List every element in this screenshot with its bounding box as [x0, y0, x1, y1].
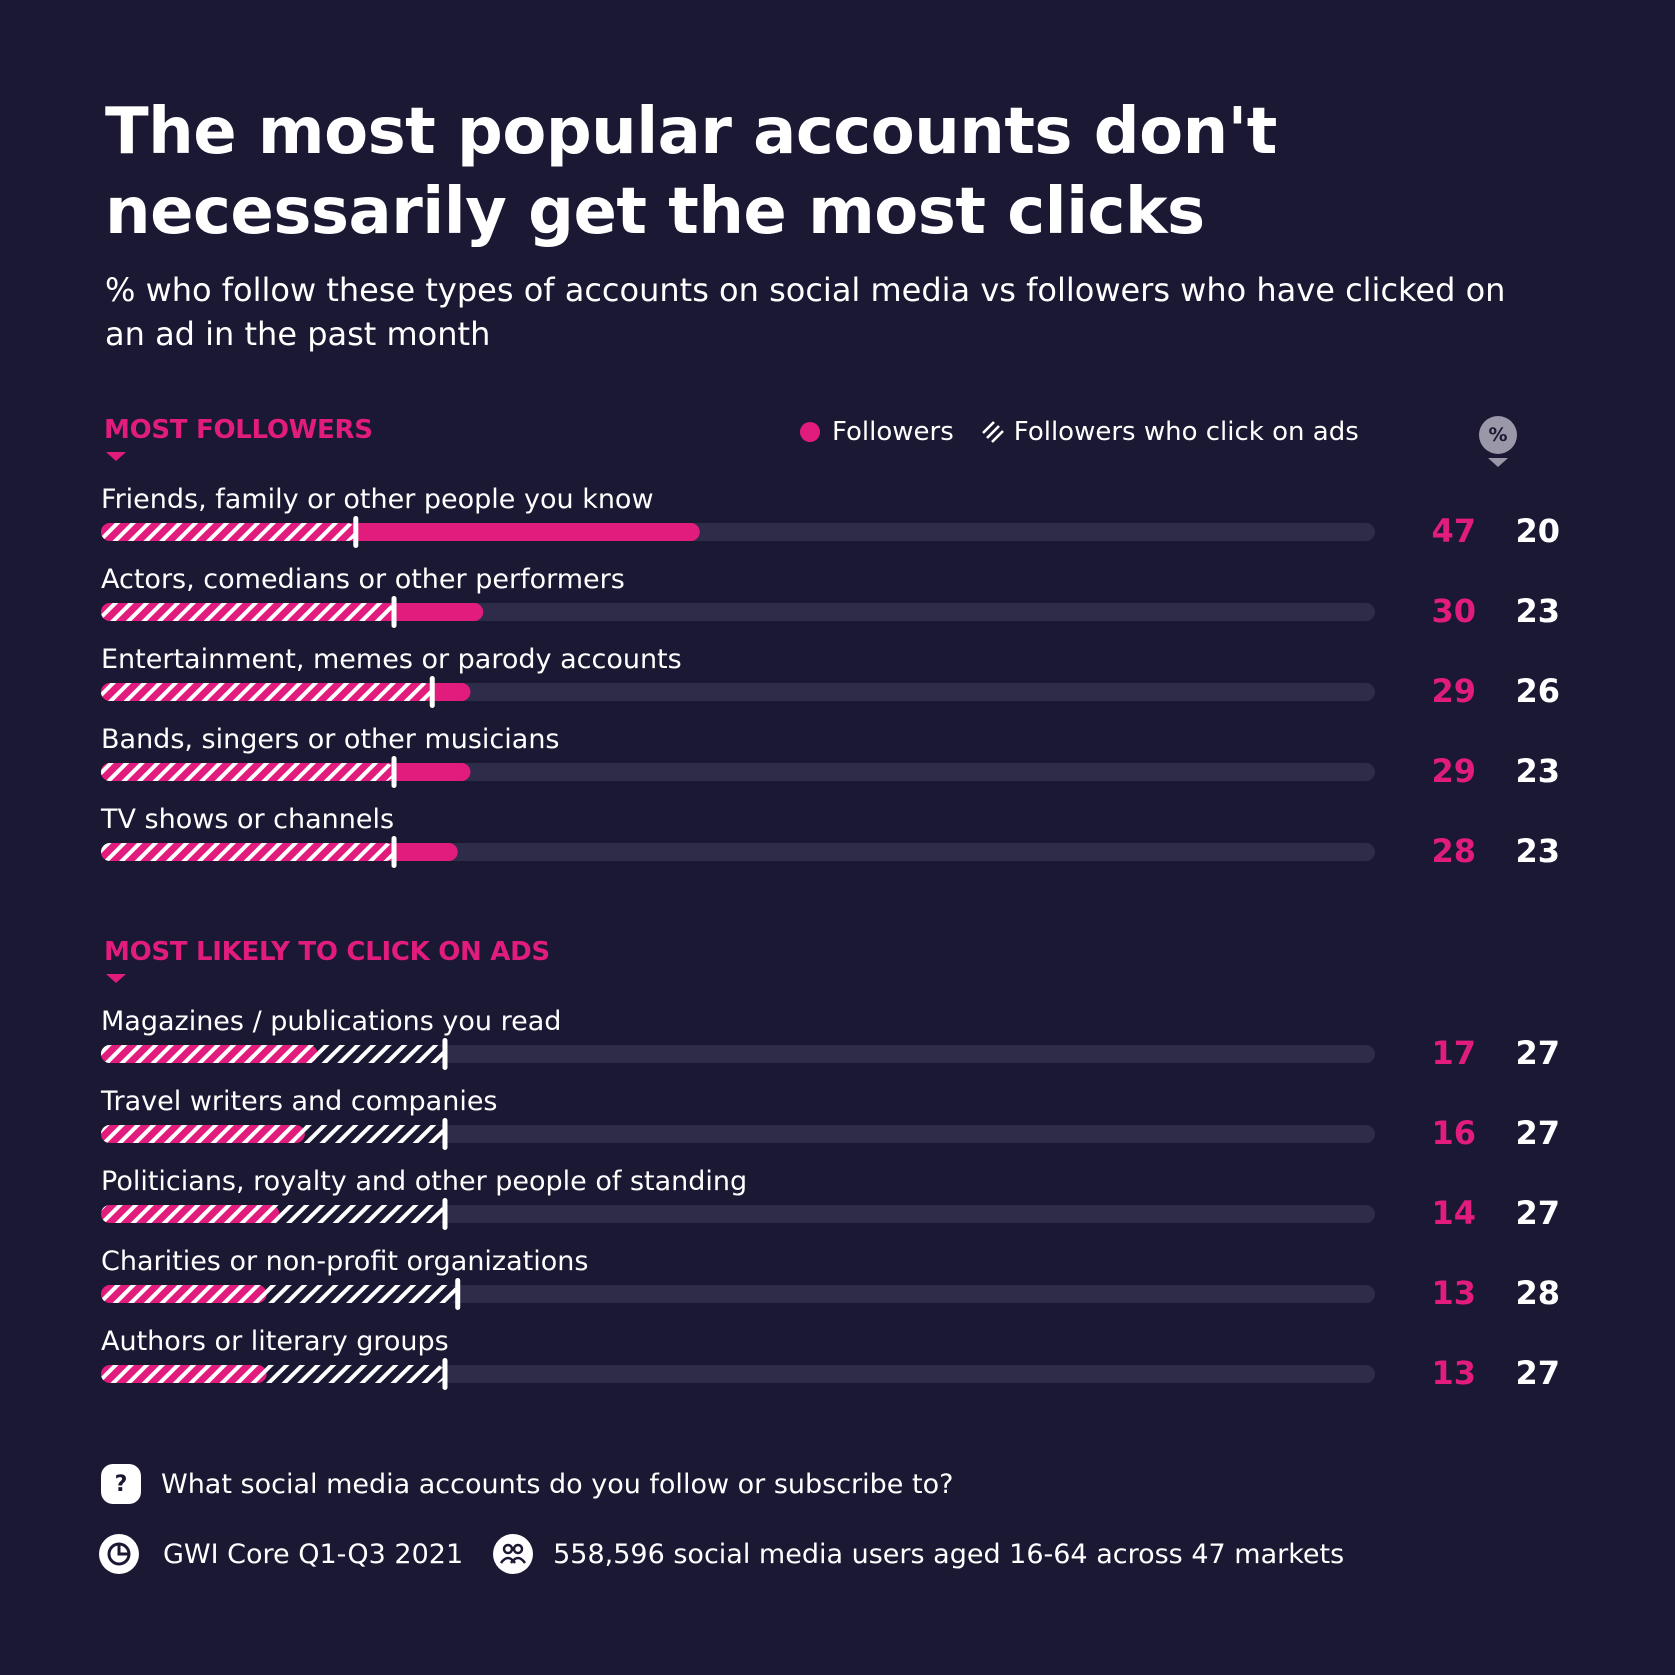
section-arrow-icon — [106, 974, 126, 983]
click-marker — [442, 1038, 448, 1070]
click-value: 23 — [1515, 832, 1560, 870]
row-label: Magazines / publications you read — [101, 1006, 562, 1037]
click-marker — [391, 836, 397, 868]
row-label: Charities or non-profit organizations — [101, 1246, 589, 1277]
section-label-most-likely-click: MOST LIKELY TO CLICK ON ADS — [104, 937, 550, 967]
click-value: 23 — [1515, 752, 1560, 790]
legend: Followers Followers who click on ads — [800, 414, 1359, 450]
hatch-legend-icon — [981, 421, 1004, 443]
source-text: GWI Core Q1-Q3 2021 — [163, 1538, 464, 1570]
row-label: TV shows or channels — [101, 804, 395, 835]
followers-value: 14 — [1431, 1194, 1476, 1232]
click-bar — [101, 843, 395, 861]
chart-title: The most popular accounts don't necessar… — [105, 95, 1277, 249]
followers-legend-dot-icon — [800, 422, 820, 442]
click-value: 27 — [1515, 1114, 1560, 1152]
chart-subtitle: % who follow these types of accounts on … — [105, 271, 1506, 353]
click-value: 27 — [1515, 1354, 1560, 1392]
click-marker — [429, 676, 435, 708]
click-marker — [353, 516, 359, 548]
footer-question: ? What social media accounts do you foll… — [101, 1464, 953, 1504]
followers-value: 30 — [1431, 592, 1476, 630]
click-bar — [101, 683, 433, 701]
followers-value: 29 — [1431, 672, 1476, 710]
click-value: 26 — [1515, 672, 1560, 710]
click-bar — [101, 763, 395, 781]
percent-arrow-icon — [1488, 458, 1508, 467]
question-text: What social media accounts do you follow… — [161, 1468, 954, 1500]
followers-value: 28 — [1431, 832, 1476, 870]
percent-badge: % — [1479, 416, 1517, 454]
followers-value: 13 — [1431, 1354, 1476, 1392]
followers-bar — [101, 1365, 267, 1383]
click-value: 28 — [1515, 1274, 1560, 1312]
click-value: 23 — [1515, 592, 1560, 630]
section-label-most-followers: MOST FOLLOWERS — [104, 415, 373, 445]
followers-bar — [101, 1205, 280, 1223]
legend-clickers-label: Followers who click on ads — [1013, 417, 1359, 447]
row-label: Friends, family or other people you know — [101, 484, 654, 515]
click-marker — [391, 756, 397, 788]
question-icon: ? — [101, 1464, 141, 1504]
click-marker — [442, 1198, 448, 1230]
click-marker — [442, 1118, 448, 1150]
followers-value: 29 — [1431, 752, 1476, 790]
followers-value: 16 — [1431, 1114, 1476, 1152]
row-label: Actors, comedians or other performers — [101, 564, 625, 595]
chart-pie-icon — [99, 1534, 139, 1574]
click-bar — [101, 603, 395, 621]
click-marker — [442, 1358, 448, 1390]
sample-text: 558,596 social media users aged 16-64 ac… — [553, 1538, 1345, 1570]
followers-bar — [101, 1285, 267, 1303]
followers-bar — [101, 1045, 318, 1063]
legend-followers-label: Followers — [832, 417, 954, 447]
followers-value: 17 — [1431, 1034, 1476, 1072]
row-label: Politicians, royalty and other people of… — [101, 1166, 748, 1197]
row-label: Entertainment, memes or parody accounts — [101, 644, 682, 675]
row-label: Travel writers and companies — [101, 1086, 498, 1117]
users-icon-glyph — [500, 1543, 527, 1564]
row-label: Bands, singers or other musicians — [101, 724, 560, 755]
click-marker — [391, 596, 397, 628]
row-label: Authors or literary groups — [101, 1326, 449, 1357]
click-marker — [455, 1278, 461, 1310]
followers-value: 47 — [1431, 512, 1476, 550]
followers-value: 13 — [1431, 1274, 1476, 1312]
section-arrow-icon — [106, 452, 126, 461]
footer-source: GWI Core Q1-Q3 2021 558,596 social media… — [99, 1534, 1344, 1574]
click-value: 20 — [1515, 512, 1560, 550]
click-value: 27 — [1515, 1034, 1560, 1072]
chart-pie-icon-glyph — [107, 1542, 131, 1566]
followers-bar — [101, 1125, 305, 1143]
users-icon — [493, 1534, 534, 1574]
click-value: 27 — [1515, 1194, 1560, 1232]
click-bar — [101, 523, 356, 541]
